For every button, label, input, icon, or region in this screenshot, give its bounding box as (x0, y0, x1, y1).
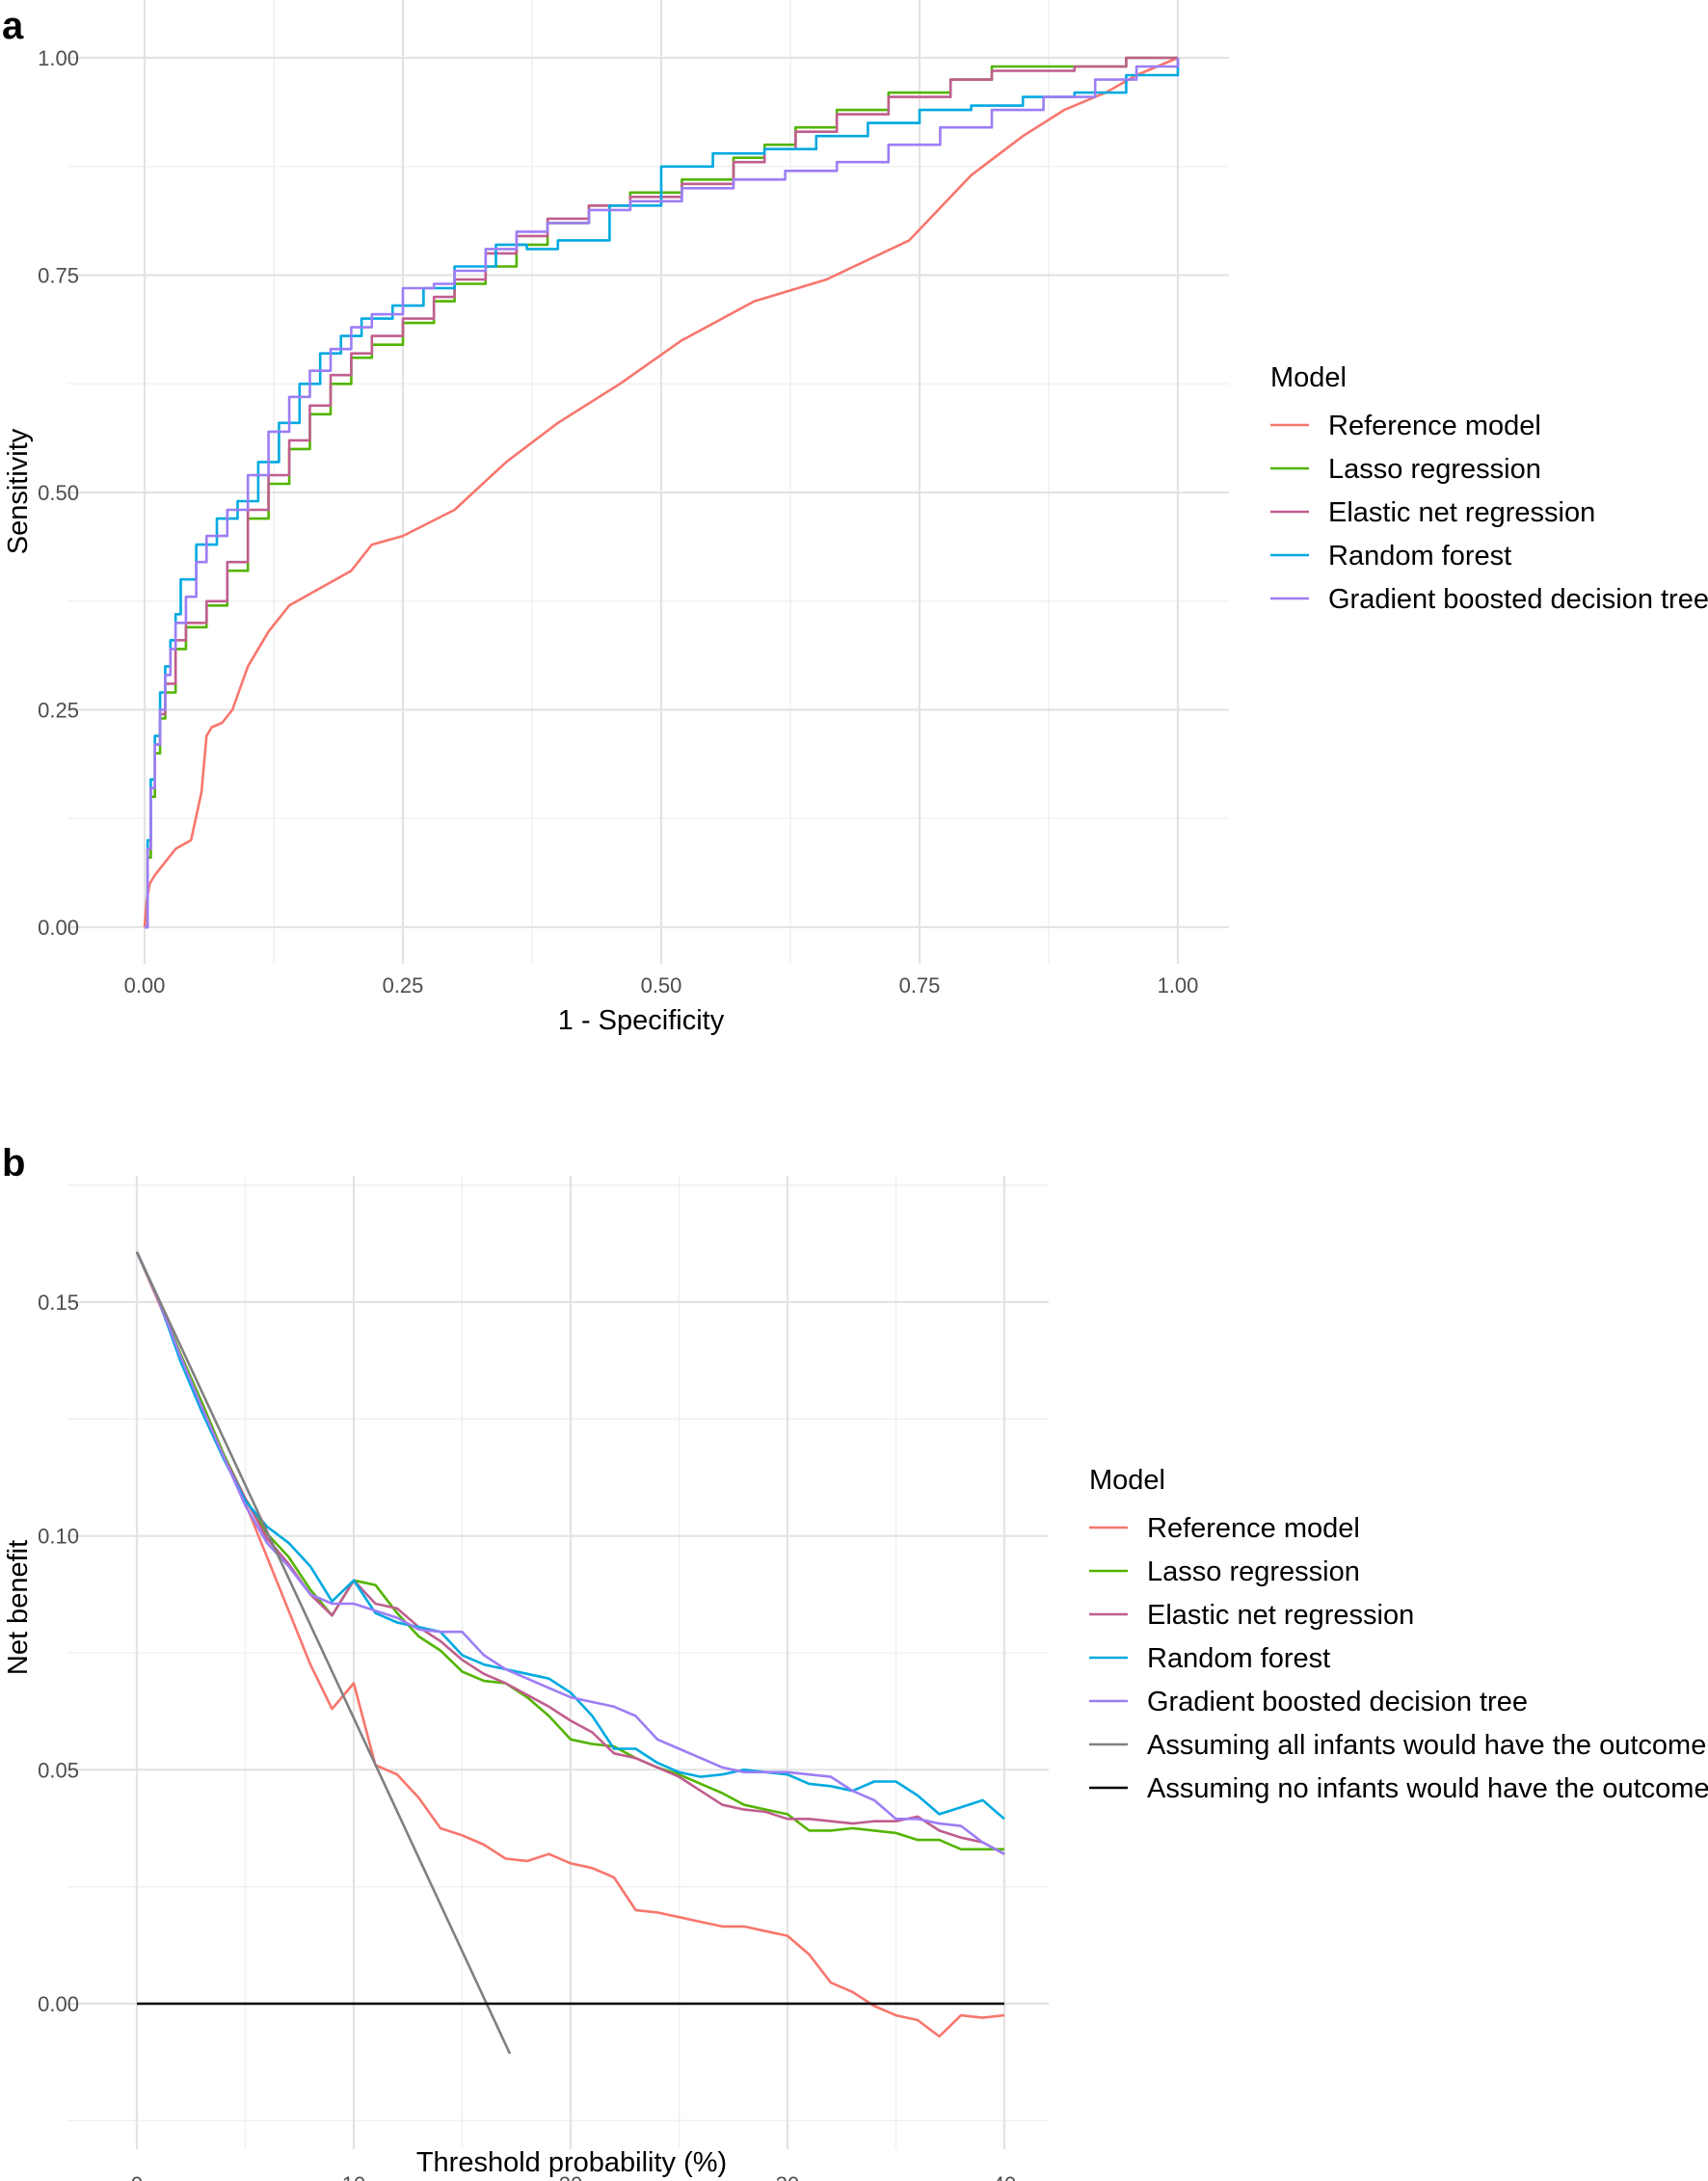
roc-series-lines (143, 56, 1180, 929)
roc-legend-label-random-forest: Random forest (1328, 541, 1511, 572)
nb-legend-label-elastic-net-regression: Elastic net regression (1147, 1600, 1414, 1631)
roc-legend-label-elastic-net-regression: Elastic net regression (1328, 497, 1595, 528)
nb-y-tick-label: 0.15 (38, 1290, 79, 1315)
nb-x-tick-label: 30 (776, 2172, 799, 2181)
roc-y-tick-label: 0.75 (38, 264, 79, 288)
roc-x-tick-label: 1.00 (1158, 973, 1199, 997)
roc-legend-title: Model (1270, 362, 1347, 393)
nb-y-tick-label: 0.05 (38, 1758, 79, 1782)
nb-x-tick-label: 40 (993, 2172, 1016, 2181)
roc-panel: a 0.00 0.25 0.50 0.75 1.00 0.00 0.25 0.50 0.75 1… (2, 0, 1708, 1036)
net-benefit-panel: b 0.00 0.05 0.10 0.15 0 10 20 30 40 Threshold p… (2, 1142, 1708, 2181)
nb-series-random-forest (135, 1251, 1005, 1821)
roc-y-tick-labels: 0.00 0.25 0.50 0.75 1.00 (38, 46, 79, 940)
roc-y-tick-label: 0.00 (38, 916, 79, 940)
roc-y-axis-title: Sensitivity (3, 428, 34, 554)
roc-legend-label-reference-model: Reference model (1328, 411, 1541, 441)
nb-legend-label-random-forest: Random forest (1147, 1643, 1330, 1674)
roc-x-axis-title: 1 - Specificity (558, 1005, 725, 1036)
nb-series-lines (135, 1251, 1005, 2055)
nb-gridlines (67, 1176, 1049, 2149)
nb-x-tick-labels: 0 10 20 30 40 (131, 2172, 1016, 2181)
nb-series-elastic-net-regression (135, 1251, 1005, 1855)
nb-y-axis-title: Net benefit (3, 1540, 34, 1675)
nb-x-axis-title: Threshold probability (%) (416, 2147, 727, 2178)
roc-x-tick-label: 0.75 (899, 973, 941, 997)
roc-y-tick-label: 0.50 (38, 481, 79, 505)
roc-x-tick-label: 0.25 (383, 973, 424, 997)
nb-legend: Model Reference model Lasso regression Ela… (1089, 1465, 1708, 1804)
nb-legend-label-assuming-no-infants-would-have-the-outcome: Assuming no infants would have the outco… (1147, 1773, 1708, 1804)
roc-y-tick-label: 1.00 (38, 46, 79, 70)
roc-legend-label-lasso-regression: Lasso regression (1328, 454, 1541, 485)
nb-series-lasso-regression (135, 1251, 1004, 1851)
nb-y-tick-labels: 0.00 0.05 0.10 0.15 (38, 1290, 79, 2016)
roc-legend-label-gradient-boosted-decision-tree: Gradient boosted decision tree (1328, 584, 1708, 615)
nb-x-tick-label: 20 (559, 2172, 582, 2181)
roc-y-tick-label: 0.25 (38, 699, 79, 723)
nb-y-tick-label: 0.10 (38, 1525, 79, 1549)
roc-gridlines (67, 0, 1229, 964)
nb-legend-label-gradient-boosted-decision-tree: Gradient boosted decision tree (1147, 1687, 1528, 1717)
nb-legend-label-assuming-all-infants-would-have-the-outcome: Assuming all infants would have the outc… (1147, 1730, 1706, 1761)
nb-x-tick-label: 0 (131, 2172, 143, 2181)
panel-label-a: a (2, 5, 24, 47)
roc-x-tick-labels: 0.00 0.25 0.50 0.75 1.00 (124, 973, 1199, 997)
nb-legend-label-reference-model: Reference model (1147, 1513, 1360, 1544)
roc-x-tick-label: 0.00 (124, 973, 166, 997)
nb-x-tick-label: 10 (342, 2172, 365, 2181)
nb-legend-label-lasso-regression: Lasso regression (1147, 1556, 1360, 1587)
nb-series-reference-model (135, 1251, 1005, 2038)
roc-series-gradient-boosted-decision-tree (145, 58, 1180, 929)
nb-series-assuming-all-infants-would-have-the-outcome (135, 1251, 512, 2055)
panel-label-b: b (2, 1142, 25, 1184)
roc-x-tick-label: 0.50 (641, 973, 682, 997)
nb-legend-title: Model (1089, 1465, 1165, 1496)
nb-y-tick-label: 0.00 (38, 1992, 79, 2016)
roc-series-reference-model (143, 56, 1179, 928)
nb-series-gradient-boosted-decision-tree (135, 1251, 1005, 1855)
roc-legend: Model Reference model Lasso regression Ela… (1270, 362, 1708, 615)
roc-series-elastic-net-regression (145, 56, 1178, 929)
